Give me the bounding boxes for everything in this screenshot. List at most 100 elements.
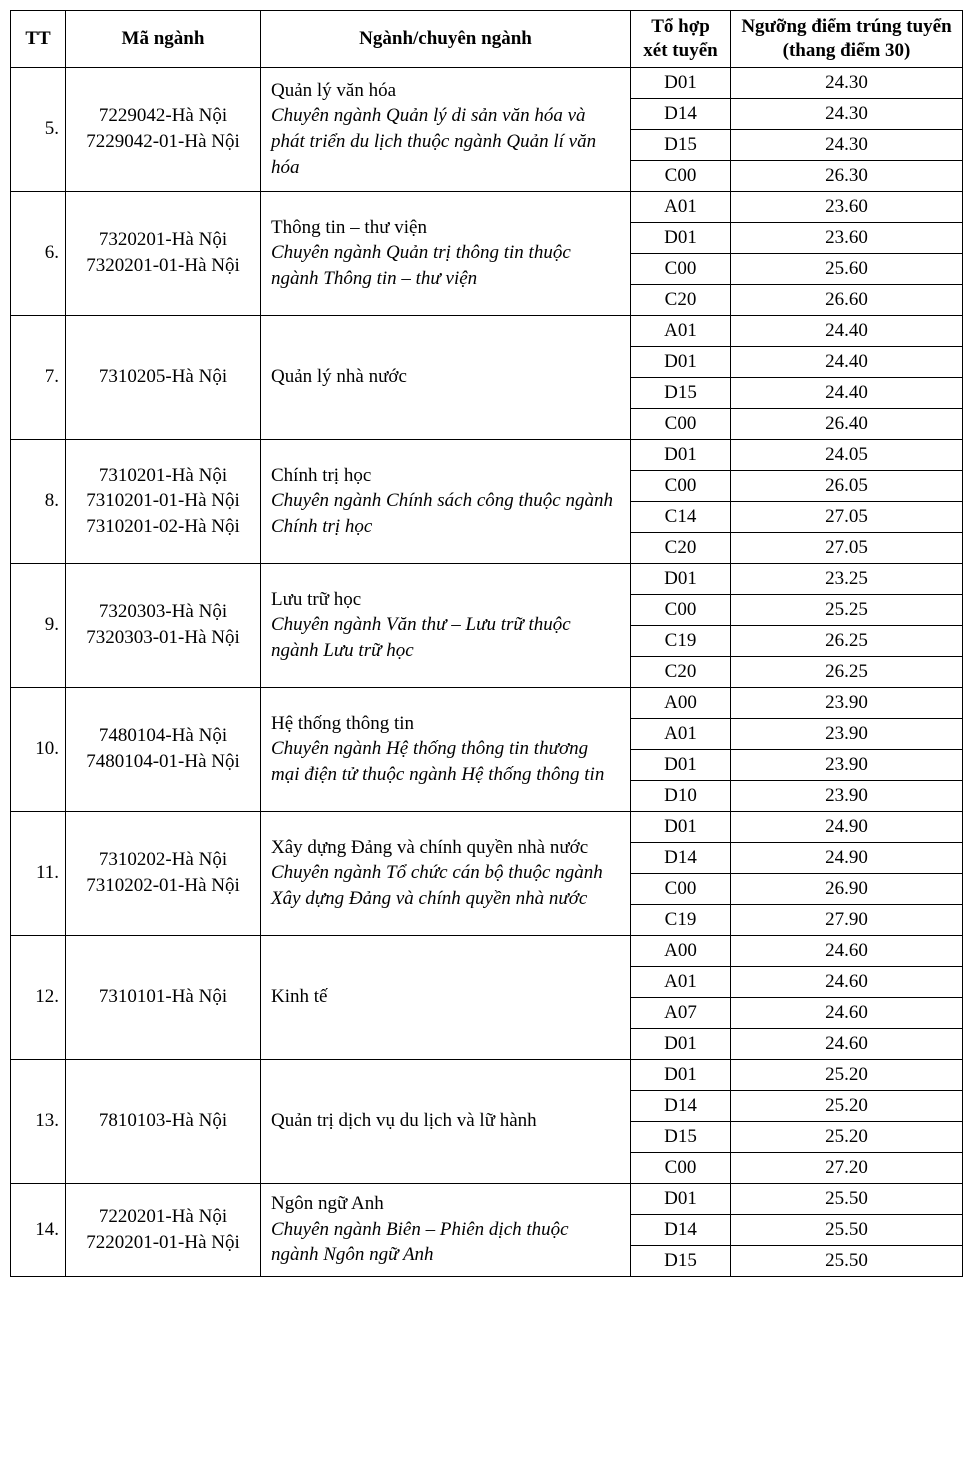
cell-combo: D14: [631, 842, 731, 873]
cell-score: 25.20: [731, 1059, 963, 1090]
table-row: 13.7810103-Hà NộiQuản trị dịch vụ du lịc…: [11, 1059, 963, 1090]
cell-code: 7310201-Hà Nội7310201-01-Hà Nội7310201-0…: [66, 439, 261, 563]
cell-combo: A01: [631, 718, 731, 749]
cell-name: Chính trị họcChuyên ngành Chính sách côn…: [261, 439, 631, 563]
cell-score: 23.90: [731, 780, 963, 811]
cell-score: 23.90: [731, 718, 963, 749]
col-score: Ngưỡng điểm trúng tuyển (thang điểm 30): [731, 11, 963, 68]
table-row: 11.7310202-Hà Nội7310202-01-Hà NộiXây dự…: [11, 811, 963, 842]
table-row: 8.7310201-Hà Nội7310201-01-Hà Nội7310201…: [11, 439, 963, 470]
col-name: Ngành/chuyên ngành: [261, 11, 631, 68]
cell-combo: D10: [631, 780, 731, 811]
cell-tt: 9.: [11, 563, 66, 687]
cell-score: 24.30: [731, 67, 963, 98]
cell-combo: D01: [631, 563, 731, 594]
cell-combo: D01: [631, 346, 731, 377]
cell-score: 24.40: [731, 377, 963, 408]
cell-combo: C00: [631, 873, 731, 904]
cell-score: 24.30: [731, 129, 963, 160]
cell-name: Lưu trữ họcChuyên ngành Văn thư – Lưu tr…: [261, 563, 631, 687]
cell-combo: C00: [631, 1152, 731, 1183]
cell-score: 24.40: [731, 346, 963, 377]
cell-code: 7810103-Hà Nội: [66, 1059, 261, 1183]
cell-score: 26.40: [731, 408, 963, 439]
cell-combo: C19: [631, 904, 731, 935]
cell-combo: D01: [631, 1059, 731, 1090]
cell-combo: C19: [631, 625, 731, 656]
cell-code: 7320303-Hà Nội7320303-01-Hà Nội: [66, 563, 261, 687]
cell-score: 25.50: [731, 1214, 963, 1245]
cell-combo: C20: [631, 284, 731, 315]
cell-combo: C00: [631, 594, 731, 625]
cell-score: 23.25: [731, 563, 963, 594]
col-code: Mã ngành: [66, 11, 261, 68]
cell-combo: D15: [631, 129, 731, 160]
cell-combo: D01: [631, 222, 731, 253]
cell-combo: A01: [631, 191, 731, 222]
cell-code: 7229042-Hà Nội7229042-01-Hà Nội: [66, 67, 261, 191]
cell-tt: 10.: [11, 687, 66, 811]
cell-tt: 5.: [11, 67, 66, 191]
cell-code: 7310202-Hà Nội7310202-01-Hà Nội: [66, 811, 261, 935]
cell-score: 23.90: [731, 687, 963, 718]
cell-score: 24.30: [731, 98, 963, 129]
cell-combo: C00: [631, 160, 731, 191]
cell-combo: D01: [631, 1028, 731, 1059]
cell-score: 25.20: [731, 1121, 963, 1152]
cell-score: 25.60: [731, 253, 963, 284]
cell-combo: C20: [631, 656, 731, 687]
cell-code: 7320201-Hà Nội7320201-01-Hà Nội: [66, 191, 261, 315]
cell-combo: D01: [631, 1183, 731, 1214]
cell-combo: C20: [631, 532, 731, 563]
cell-score: 27.05: [731, 501, 963, 532]
cell-name: Hệ thống thông tinChuyên ngành Hệ thống …: [261, 687, 631, 811]
cell-combo: D14: [631, 1214, 731, 1245]
cell-combo: D01: [631, 749, 731, 780]
cell-name: Xây dựng Đảng và chính quyền nhà nướcChu…: [261, 811, 631, 935]
cell-combo: C00: [631, 408, 731, 439]
col-combo: Tổ hợp xét tuyển: [631, 11, 731, 68]
cell-score: 24.05: [731, 439, 963, 470]
cell-score: 26.05: [731, 470, 963, 501]
cell-tt: 13.: [11, 1059, 66, 1183]
cell-combo: D15: [631, 1245, 731, 1276]
cell-tt: 12.: [11, 935, 66, 1059]
cell-score: 26.25: [731, 625, 963, 656]
cell-name: Thông tin – thư việnChuyên ngành Quản tr…: [261, 191, 631, 315]
cell-score: 25.50: [731, 1183, 963, 1214]
cell-score: 23.90: [731, 749, 963, 780]
cell-score: 25.50: [731, 1245, 963, 1276]
cell-tt: 11.: [11, 811, 66, 935]
cell-code: 7480104-Hà Nội7480104-01-Hà Nội: [66, 687, 261, 811]
cell-combo: A01: [631, 315, 731, 346]
table-row: 5.7229042-Hà Nội7229042-01-Hà NộiQuản lý…: [11, 67, 963, 98]
cell-combo: C00: [631, 470, 731, 501]
cell-score: 24.60: [731, 997, 963, 1028]
cell-combo: D15: [631, 1121, 731, 1152]
table-row: 10.7480104-Hà Nội7480104-01-Hà NộiHệ thố…: [11, 687, 963, 718]
cell-score: 26.90: [731, 873, 963, 904]
cell-combo: D14: [631, 98, 731, 129]
cell-combo: D01: [631, 67, 731, 98]
cell-score: 25.25: [731, 594, 963, 625]
table-body: 5.7229042-Hà Nội7229042-01-Hà NộiQuản lý…: [11, 67, 963, 1276]
cell-score: 26.30: [731, 160, 963, 191]
cell-score: 25.20: [731, 1090, 963, 1121]
cell-code: 7310205-Hà Nội: [66, 315, 261, 439]
cell-tt: 6.: [11, 191, 66, 315]
cell-score: 23.60: [731, 222, 963, 253]
cell-combo: D14: [631, 1090, 731, 1121]
cell-combo: C00: [631, 253, 731, 284]
cell-score: 27.90: [731, 904, 963, 935]
cell-combo: A00: [631, 935, 731, 966]
cell-score: 24.90: [731, 842, 963, 873]
table-header: TT Mã ngành Ngành/chuyên ngành Tổ hợp xé…: [11, 11, 963, 68]
cell-combo: C14: [631, 501, 731, 532]
table-row: 14.7220201-Hà Nội7220201-01-Hà NộiNgôn n…: [11, 1183, 963, 1214]
cell-name: Ngôn ngữ AnhChuyên ngành Biên – Phiên dị…: [261, 1183, 631, 1276]
cell-name: Quản lý văn hóaChuyên ngành Quản lý di s…: [261, 67, 631, 191]
cell-tt: 8.: [11, 439, 66, 563]
cell-name: Quản trị dịch vụ du lịch và lữ hành: [261, 1059, 631, 1183]
cell-name: Quản lý nhà nước: [261, 315, 631, 439]
cell-combo: A00: [631, 687, 731, 718]
